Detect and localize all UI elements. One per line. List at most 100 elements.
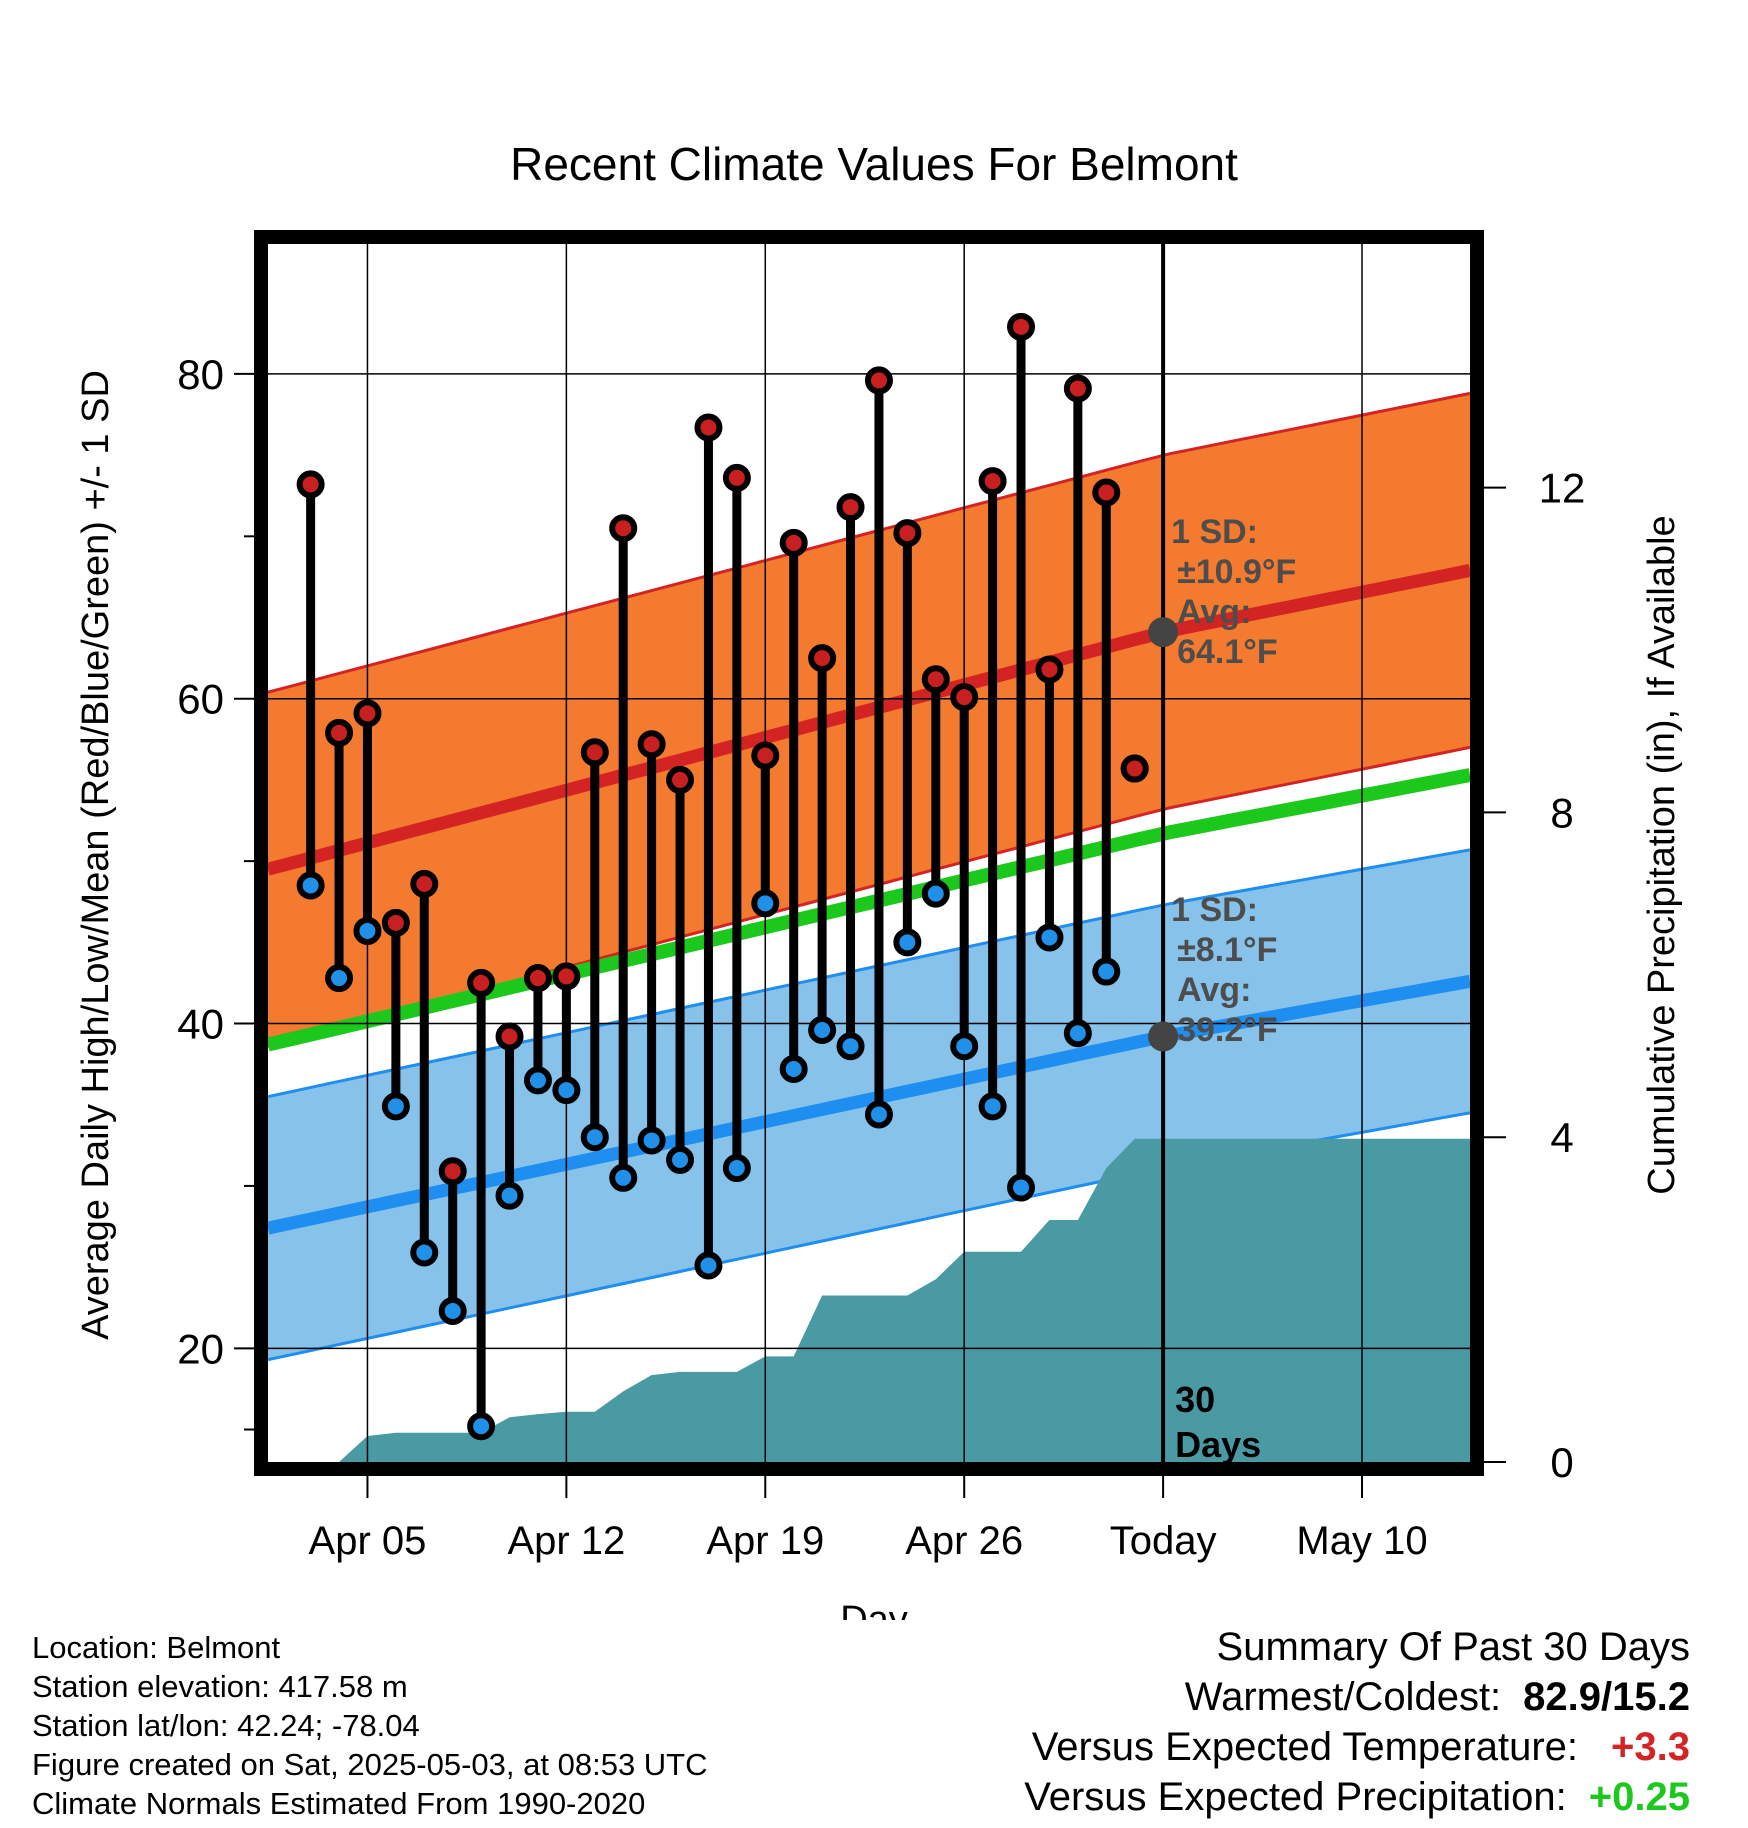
mean-normal-line <box>268 768 1470 1052</box>
low-avg-dot <box>1148 1021 1179 1052</box>
y-axis-label: Average Daily High/Low/Mean (Red/Blue/Gr… <box>75 370 117 1340</box>
y-tick-label: 80 <box>177 351 224 398</box>
info-latlon: Station lat/lon: 42.24; -78.04 <box>32 1708 420 1743</box>
chart-title: Recent Climate Values For Belmont <box>510 138 1238 190</box>
high-temp-point <box>722 463 751 492</box>
high-temp-point <box>808 644 837 673</box>
low-temp-point <box>1007 1173 1036 1202</box>
low-sd-annotation-line: 1 SD: <box>1171 891 1258 929</box>
summary-panel: Summary Of Past 30 Days Warmest/Coldest:… <box>1024 1622 1690 1822</box>
high-sd-annotation-line: Avg: <box>1177 593 1251 631</box>
high-temp-point <box>523 964 552 993</box>
low-temp-point <box>808 1016 837 1045</box>
high-temp-point <box>751 741 780 770</box>
high-temp-point <box>495 1022 524 1051</box>
summary-heading: Summary Of Past 30 Days <box>1216 1625 1690 1669</box>
low-temp-point <box>495 1181 524 1210</box>
low-temp-point <box>893 928 922 957</box>
high-temp-point <box>864 366 893 395</box>
high-sd-annotation-line: 1 SD: <box>1171 513 1258 551</box>
low-temp-point <box>694 1251 723 1280</box>
high-temp-point <box>978 467 1007 496</box>
low-temp-point <box>836 1032 865 1061</box>
high-temp-point <box>1035 655 1064 684</box>
high-temp-point <box>580 738 609 767</box>
high-temp-point <box>410 869 439 898</box>
summary-temp-label: Versus Expected Temperature: <box>1031 1725 1578 1769</box>
high-temp-point <box>836 493 865 522</box>
low-temp-point <box>751 889 780 918</box>
summary-temp-row: Versus Expected Temperature: +3.3 <box>1024 1722 1690 1772</box>
low-sd-band-upper-edge <box>268 848 1470 1099</box>
low-temp-point <box>296 871 325 900</box>
high-temp-point <box>1063 374 1092 403</box>
high-temp-point <box>666 765 695 794</box>
info-normals: Climate Normals Estimated From 1990-2020 <box>32 1786 646 1821</box>
x-tick-label: Apr 26 <box>905 1519 1023 1563</box>
low-temp-point <box>921 879 950 908</box>
high-temp-point <box>296 470 325 499</box>
high-sd-annotation: 1 SD: ±10.9°F Avg: 64.1°F <box>1171 513 1296 671</box>
high-temp-point <box>325 718 354 747</box>
low-sd-annotation: 1 SD: ±8.1°F Avg: 39.2°F <box>1171 891 1278 1049</box>
high-temp-point <box>353 699 382 728</box>
summary-precip-label: Versus Expected Precipitation: <box>1024 1775 1567 1819</box>
low-sd-annotation-line: Avg: <box>1177 971 1251 1009</box>
summary-warmest-row: Warmest/Coldest: 82.9/15.2 <box>1024 1672 1690 1722</box>
today-days-label-line: 30 <box>1175 1379 1215 1420</box>
low-temp-point <box>637 1126 666 1155</box>
low-temp-point <box>978 1092 1007 1121</box>
high-temp-point <box>694 413 723 442</box>
low-temp-point <box>864 1100 893 1129</box>
high-temp-point <box>438 1157 467 1186</box>
low-temp-point <box>438 1296 467 1325</box>
summary-warmest-label: Warmest/Coldest: <box>1184 1675 1502 1719</box>
high-temp-point <box>637 730 666 759</box>
plot-area: 1 SD: ±10.9°F Avg: 64.1°F 1 SD: ±8.1°F Avg: 39.… <box>177 230 1586 1563</box>
plot-inner: 1 SD: ±10.9°F Avg: 64.1°F 1 SD: ±8.1°F Avg: 39.… <box>268 244 1470 1465</box>
low-temp-point <box>1035 923 1064 952</box>
low-temp-point <box>722 1154 751 1183</box>
high-sd-band-fill <box>268 393 1470 1047</box>
y2-tick-label: 12 <box>1539 465 1586 512</box>
y-tick-label: 20 <box>177 1325 224 1372</box>
high-temp-point <box>552 962 581 991</box>
high-temp-point <box>950 683 979 712</box>
low-temp-point <box>467 1412 496 1441</box>
high-sd-annotation-line: 64.1°F <box>1177 633 1278 671</box>
summary-precip-row: Versus Expected Precipitation: +0.25 <box>1024 1772 1690 1822</box>
precip-area <box>268 1138 1470 1462</box>
low-temp-point <box>523 1066 552 1095</box>
info-created: Figure created on Sat, 2025-05-03, at 08… <box>32 1747 708 1782</box>
low-temp-point <box>666 1145 695 1174</box>
high-temp-point <box>609 514 638 543</box>
high-avg-dot <box>1148 617 1179 648</box>
y2-tick-label: 8 <box>1550 789 1573 836</box>
low-temp-point <box>325 964 354 993</box>
high-temp-point <box>921 665 950 694</box>
x-tick-label: Apr 12 <box>507 1519 625 1563</box>
info-location: Location: Belmont <box>32 1630 281 1665</box>
x-tick-label: May 10 <box>1296 1519 1427 1563</box>
today-days-label-line: Days <box>1175 1424 1261 1465</box>
y2-axis-label: Cumulative Precipitation (in), If Availa… <box>1641 515 1683 1194</box>
low-temp-point <box>353 916 382 945</box>
summary-precip-value: +0.25 <box>1588 1775 1690 1819</box>
x-tick-label: Apr 05 <box>309 1519 427 1563</box>
summary-warmest-value: 82.9/15.2 <box>1523 1675 1690 1719</box>
low-temp-point <box>381 1092 410 1121</box>
low-temp-point <box>779 1054 808 1083</box>
station-info: Location: Belmont Station elevation: 417… <box>32 1628 708 1823</box>
low-temp-point <box>410 1238 439 1267</box>
y2-tick-label: 0 <box>1550 1439 1573 1486</box>
x-axis-label: Day <box>840 1599 908 1620</box>
high-temp-point <box>779 528 808 557</box>
x-tick-label: Today <box>1110 1519 1217 1563</box>
x-tick-label: Apr 19 <box>706 1519 824 1563</box>
low-sd-annotation-line: ±8.1°F <box>1177 931 1277 969</box>
low-temp-point <box>950 1032 979 1061</box>
low-temp-point <box>1063 1019 1092 1048</box>
y-tick-label: 40 <box>177 1001 224 1048</box>
high-temp-point <box>893 519 922 548</box>
high-sd-band-upper-edge <box>268 391 1470 694</box>
